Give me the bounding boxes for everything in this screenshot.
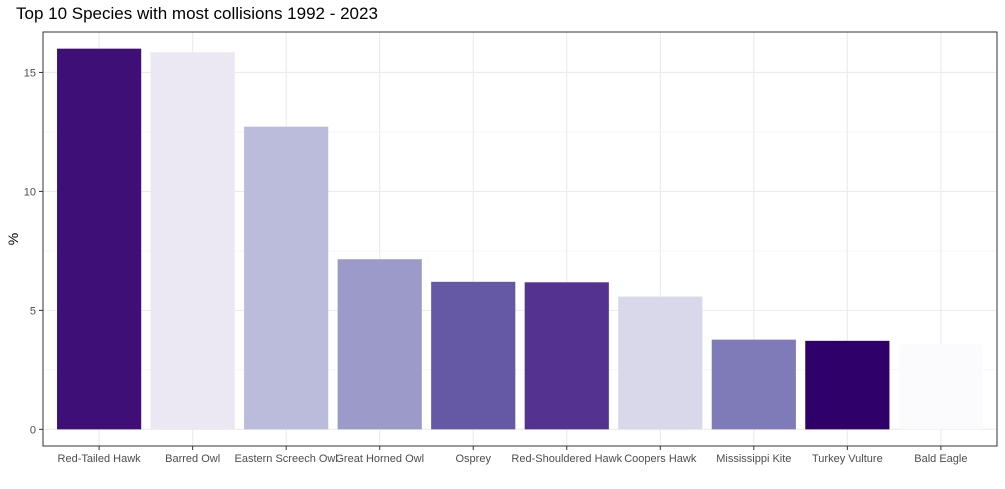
y-axis-title: % — [5, 233, 21, 245]
bar-red-shouldered-hawk — [524, 282, 609, 430]
x-tick-label: Red-Tailed Hawk — [58, 453, 142, 465]
y-tick-label: 10 — [24, 186, 36, 198]
y-tick-label: 15 — [24, 67, 36, 79]
x-tick-label: Red-Shouldered Hawk — [511, 453, 622, 465]
y-axis: 0 5 10 15 — [24, 67, 43, 436]
x-tick-label: Osprey — [456, 453, 492, 465]
x-tick-label: Coopers Hawk — [624, 453, 697, 465]
chart-title: Top 10 Species with most collisions 1992… — [16, 4, 378, 23]
bar-osprey — [431, 281, 516, 430]
x-tick-label: Turkey Vulture — [812, 453, 883, 465]
y-tick-label: 5 — [30, 305, 36, 317]
x-tick-label: Mississippi Kite — [716, 453, 791, 465]
x-tick-label: Eastern Screech Owl — [235, 453, 338, 465]
bar-mississippi-kite — [711, 339, 796, 430]
x-axis: Red-Tailed Hawk Barred Owl Eastern Screech… — [58, 446, 967, 465]
x-tick-label: Bald Eagle — [914, 453, 967, 465]
bar-great-horned-owl — [337, 259, 422, 430]
bar-turkey-vulture — [805, 340, 890, 430]
x-tick-label: Barred Owl — [165, 453, 220, 465]
bar-coopers-hawk — [618, 296, 703, 430]
bar-bald-eagle — [898, 344, 983, 430]
bar-eastern-screech-owl — [244, 126, 329, 430]
bar-red-tailed-hawk — [57, 48, 142, 430]
panel-border — [42, 31, 998, 447]
y-tick-label: 0 — [30, 424, 36, 436]
bars-layer — [57, 48, 983, 430]
bar-barred-owl — [150, 52, 235, 430]
x-tick-label: Great Horned Owl — [335, 453, 424, 465]
